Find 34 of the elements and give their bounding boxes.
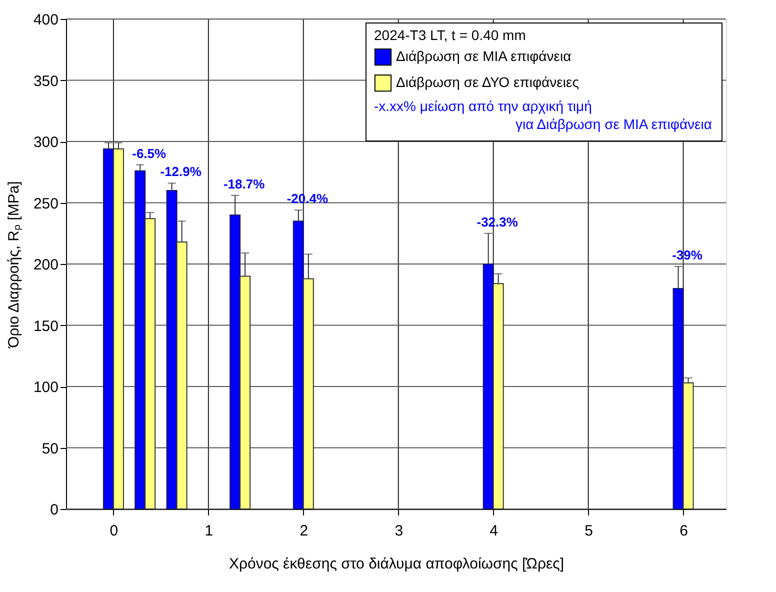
x-axis-title: Χρόνος έκθεσης στο διάλυμα αποφλοίωσης [Ώρες] [228, 556, 564, 572]
y-axis-title: Όριο Διαρροής, Rₚ [MPa] [5, 181, 22, 349]
bar [166, 190, 178, 510]
annotation: -6.5% [132, 146, 167, 161]
x-tick-label: 1 [204, 522, 214, 540]
y-tick-label: 350 [33, 72, 58, 90]
x-tick-label: 5 [584, 522, 593, 540]
y-tick-label: 250 [33, 195, 58, 212]
x-tick-label: 0 [110, 522, 118, 540]
y-tick-label: 0 [50, 502, 58, 518]
x-tick-label: 6 [680, 522, 688, 540]
y-tick-label: 100 [33, 379, 58, 396]
bar [292, 220, 304, 510]
annotation: για Διάβρωση σε ΜΙΑ επιφάνεια [515, 116, 712, 132]
y-tick-label: 50 [42, 440, 58, 458]
x-tick-label: 4 [490, 522, 498, 540]
y-tick-label: 150 [33, 318, 58, 335]
bar [230, 214, 241, 510]
bar [672, 288, 684, 510]
y-tick-label: 300 [33, 134, 58, 151]
bar [682, 382, 694, 510]
legend-label: Διάβρωση σε ΔΥΟ επιφάνειες [396, 74, 580, 90]
annotation: -18.7% [223, 176, 266, 192]
bar [134, 170, 146, 510]
y-tick-label: 200 [33, 256, 58, 274]
annotation: -12.9% [160, 164, 202, 180]
x-tick-label: 3 [394, 522, 404, 540]
x-tick-label: 2 [300, 522, 308, 540]
legend-title: 2024-T3 LT, t = 0.40 mm [374, 27, 526, 43]
bar [102, 148, 114, 510]
y-tick-label: 400 [33, 12, 58, 28]
annotation: -x.xx% μείωση από την αρχική τιμή [374, 98, 592, 114]
legend-label: Διάβρωση σε ΜΙΑ επιφάνεια [396, 48, 572, 64]
bar [482, 264, 494, 510]
